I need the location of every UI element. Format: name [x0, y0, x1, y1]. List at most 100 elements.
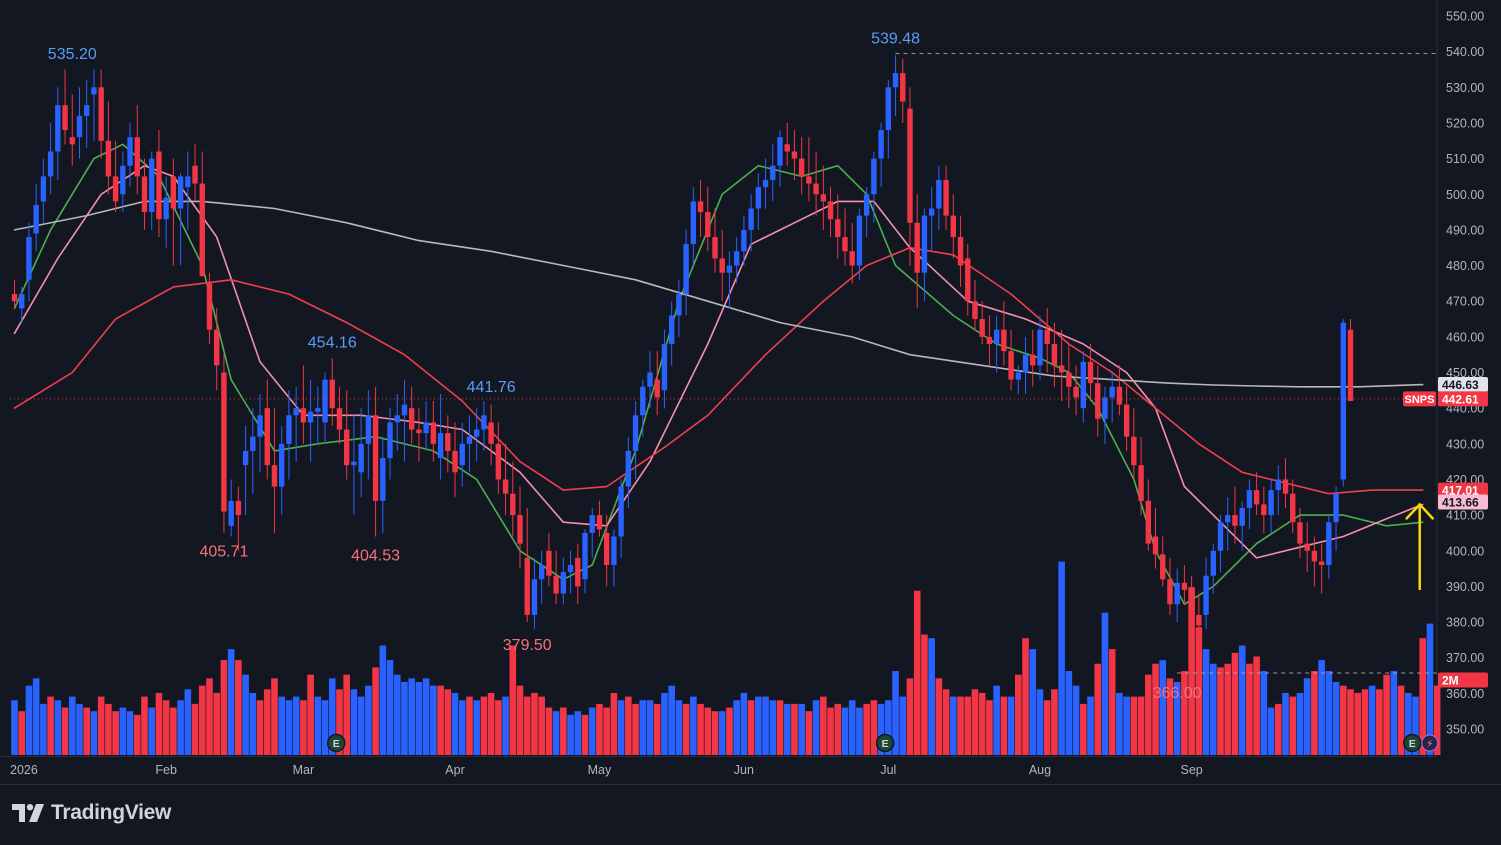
- candle[interactable]: [705, 187, 711, 252]
- candle[interactable]: [1131, 408, 1137, 480]
- candle[interactable]: [149, 151, 155, 230]
- candle[interactable]: [589, 507, 595, 558]
- candle[interactable]: [1109, 372, 1115, 423]
- candle[interactable]: [936, 165, 942, 230]
- candle[interactable]: [163, 176, 169, 248]
- candle[interactable]: [878, 122, 884, 188]
- candle[interactable]: [1116, 365, 1123, 416]
- candle[interactable]: [55, 87, 61, 180]
- candle[interactable]: [19, 286, 25, 323]
- candle[interactable]: [1015, 365, 1022, 394]
- candle[interactable]: [1174, 568, 1180, 623]
- candle[interactable]: [1001, 301, 1007, 366]
- candle[interactable]: [560, 557, 567, 605]
- candle[interactable]: [1073, 365, 1079, 416]
- candle[interactable]: [466, 415, 473, 473]
- price-chart[interactable]: E E E ⚡ 535.20 405.71 454.16 404.53 441.76 379.5…: [0, 0, 1501, 784]
- candle[interactable]: [791, 130, 798, 180]
- candle[interactable]: [1037, 315, 1043, 380]
- candle[interactable]: [820, 165, 827, 230]
- candle[interactable]: [33, 183, 39, 252]
- candle[interactable]: [748, 194, 754, 252]
- candle[interactable]: [654, 351, 660, 416]
- candle[interactable]: [726, 251, 733, 309]
- candle[interactable]: [1080, 351, 1086, 423]
- candle[interactable]: [683, 229, 689, 316]
- candle[interactable]: [1253, 472, 1260, 516]
- candle[interactable]: [950, 194, 957, 259]
- candle[interactable]: [473, 408, 480, 462]
- candle[interactable]: [668, 301, 675, 366]
- candle[interactable]: [1275, 465, 1281, 516]
- candle[interactable]: [40, 158, 47, 223]
- candle[interactable]: [806, 137, 812, 202]
- candle[interactable]: [315, 386, 321, 444]
- candle[interactable]: [907, 87, 913, 266]
- candle[interactable]: [416, 408, 422, 462]
- candle[interactable]: [596, 500, 603, 537]
- candle[interactable]: [1051, 322, 1058, 387]
- candle[interactable]: [1239, 500, 1245, 551]
- candle[interactable]: [98, 69, 104, 159]
- candle[interactable]: [380, 436, 386, 533]
- tradingview-logo[interactable]: TradingView: [12, 801, 171, 825]
- candle[interactable]: [603, 515, 610, 587]
- candle[interactable]: [221, 354, 227, 533]
- candle[interactable]: [697, 179, 704, 238]
- candle[interactable]: [11, 279, 18, 309]
- candle[interactable]: [510, 461, 516, 537]
- candle[interactable]: [26, 222, 32, 302]
- candle[interactable]: [856, 208, 863, 280]
- candle[interactable]: [235, 486, 242, 551]
- candle[interactable]: [1203, 557, 1209, 630]
- candle[interactable]: [741, 215, 747, 266]
- candle[interactable]: [733, 237, 740, 284]
- candle[interactable]: [1138, 436, 1144, 516]
- candle[interactable]: [1333, 486, 1339, 551]
- candle[interactable]: [481, 401, 487, 451]
- candle[interactable]: [538, 550, 545, 605]
- candle[interactable]: [329, 358, 335, 426]
- candle[interactable]: [531, 557, 538, 630]
- candle[interactable]: [228, 479, 234, 537]
- candle[interactable]: [676, 279, 682, 337]
- axes-layer[interactable]: 550.00 540.00 530.00 520.00 510.00 500.00 490.…: [10, 10, 1488, 778]
- candle[interactable]: [206, 272, 213, 344]
- candle[interactable]: [755, 172, 762, 230]
- price-axis-badge[interactable]: 446.63: [1438, 377, 1488, 393]
- candle[interactable]: [892, 55, 899, 116]
- earnings-marker[interactable]: E: [327, 733, 346, 753]
- candle[interactable]: [1123, 386, 1130, 451]
- candle[interactable]: [1030, 329, 1036, 387]
- candle[interactable]: [965, 244, 971, 316]
- candle[interactable]: [257, 393, 263, 473]
- price-axis-badge[interactable]: 2M: [1438, 672, 1488, 688]
- candle[interactable]: [567, 550, 574, 594]
- candle[interactable]: [423, 401, 429, 451]
- candle[interactable]: [517, 486, 523, 569]
- candle[interactable]: [762, 158, 769, 209]
- candle[interactable]: [242, 425, 249, 516]
- candle[interactable]: [286, 390, 292, 480]
- candle[interactable]: [813, 151, 819, 216]
- candle[interactable]: [1181, 565, 1188, 605]
- candle[interactable]: [300, 365, 307, 444]
- candle[interactable]: [972, 279, 978, 330]
- candle[interactable]: [264, 379, 270, 480]
- candle[interactable]: [452, 422, 458, 498]
- candle[interactable]: [250, 408, 256, 494]
- candle[interactable]: [986, 315, 993, 366]
- candle[interactable]: [372, 386, 379, 537]
- candle[interactable]: [69, 94, 75, 166]
- candle[interactable]: [1340, 319, 1346, 487]
- candlestick-layer[interactable]: [11, 55, 1354, 640]
- candle[interactable]: [401, 379, 408, 462]
- earnings-marker[interactable]: E: [1403, 733, 1422, 753]
- candle[interactable]: [365, 390, 372, 480]
- candle[interactable]: [120, 151, 126, 213]
- candle[interactable]: [1304, 522, 1310, 573]
- candle[interactable]: [885, 80, 892, 159]
- candle[interactable]: [141, 158, 148, 230]
- candle[interactable]: [871, 151, 877, 223]
- candle[interactable]: [279, 425, 285, 516]
